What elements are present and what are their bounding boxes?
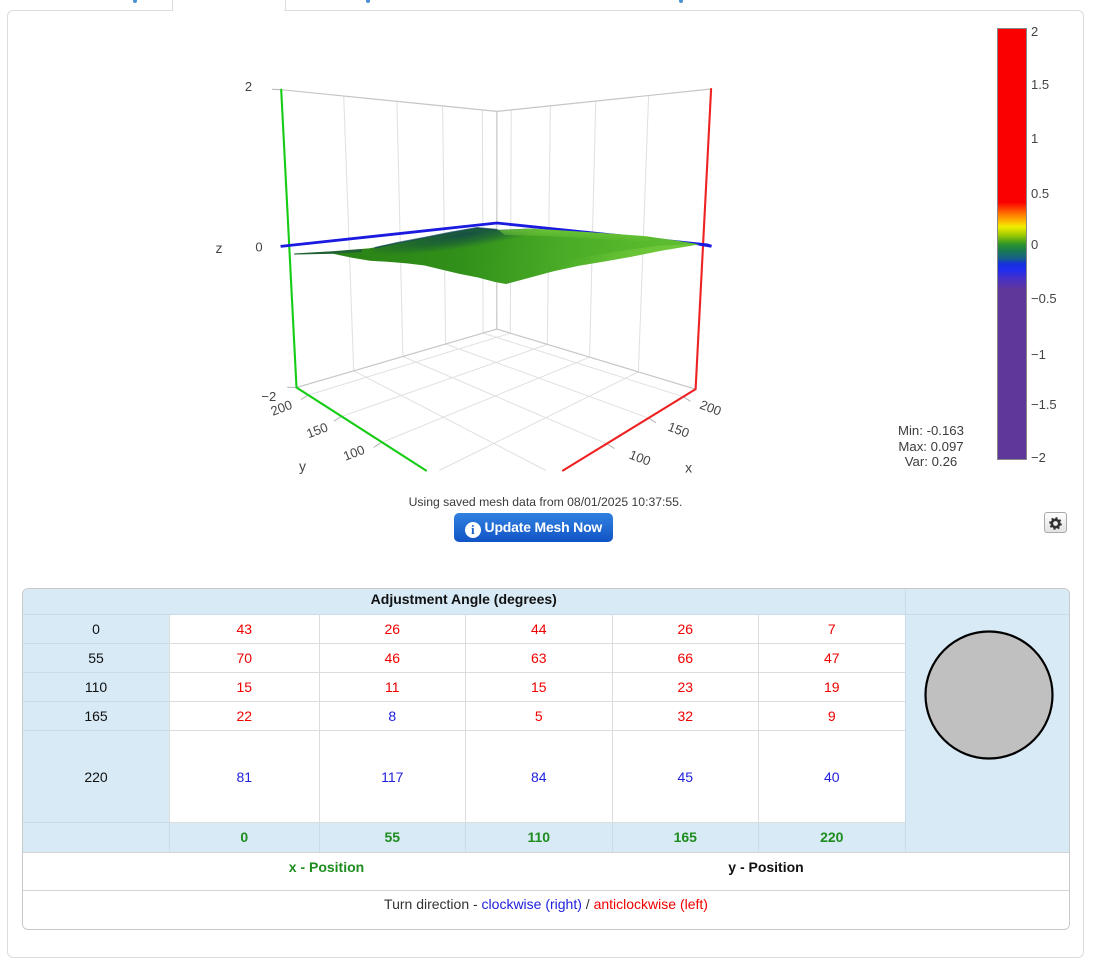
svg-text:150: 150 bbox=[304, 419, 330, 441]
svg-text:200: 200 bbox=[269, 397, 295, 419]
svg-text:−2: −2 bbox=[261, 389, 276, 404]
svg-text:100: 100 bbox=[627, 447, 653, 469]
svg-text:y: y bbox=[299, 458, 306, 474]
svg-text:200: 200 bbox=[698, 397, 724, 419]
svg-text:150: 150 bbox=[666, 419, 692, 441]
svg-text:2: 2 bbox=[245, 79, 252, 94]
svg-text:x: x bbox=[685, 460, 692, 476]
svg-text:0: 0 bbox=[255, 240, 262, 255]
svg-text:100: 100 bbox=[341, 442, 367, 464]
svg-text:z: z bbox=[216, 240, 223, 256]
